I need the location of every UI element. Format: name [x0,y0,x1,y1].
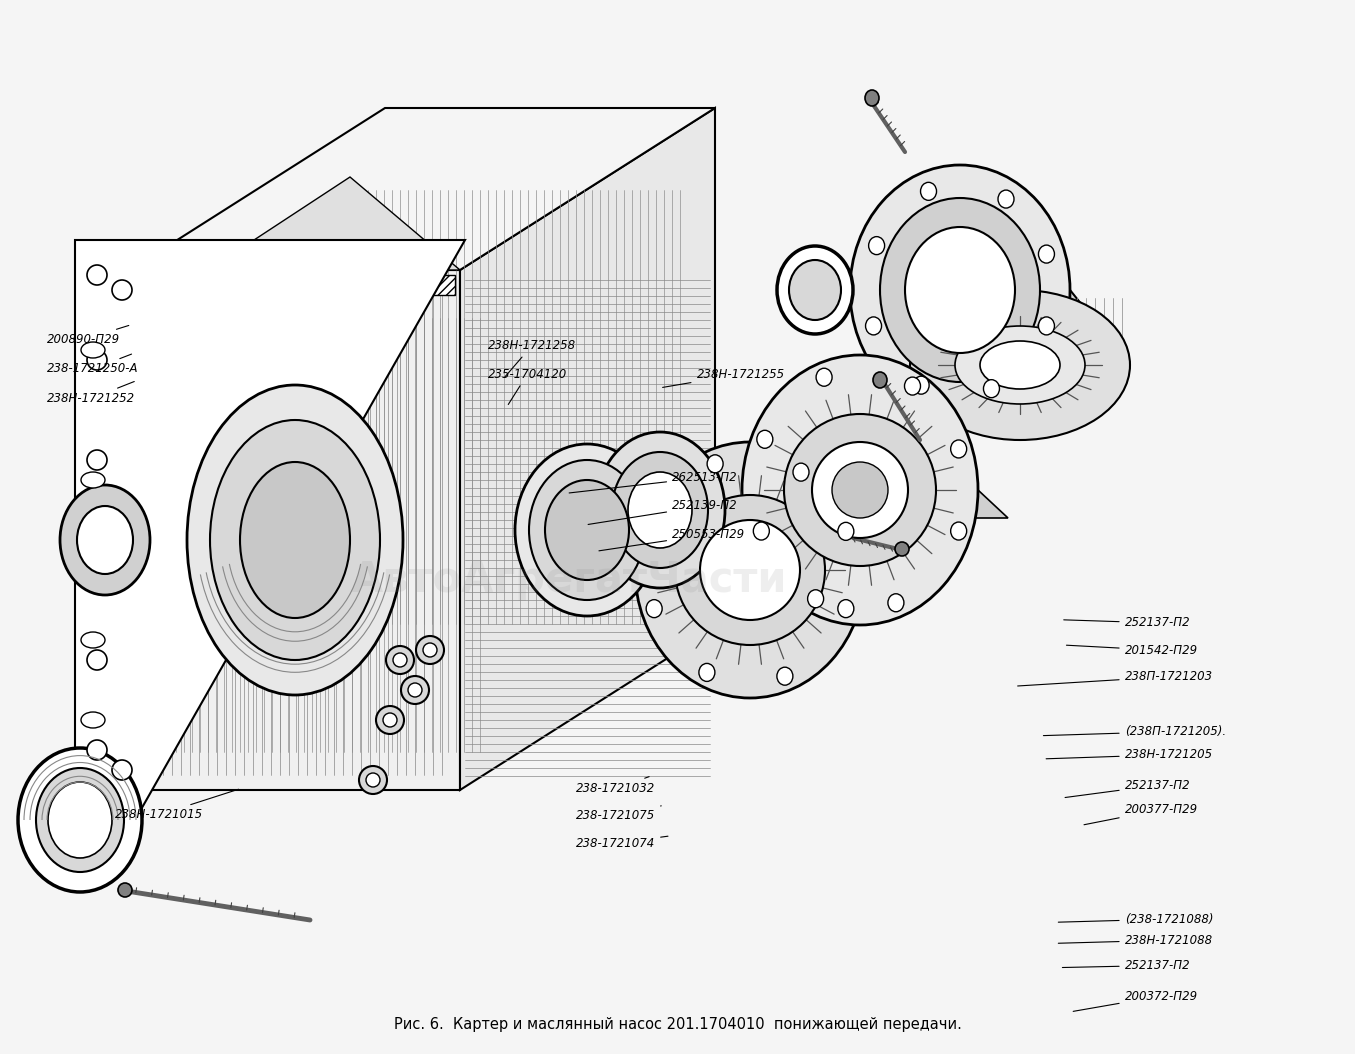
Polygon shape [743,490,1008,518]
Ellipse shape [515,444,659,616]
Ellipse shape [812,442,908,538]
Ellipse shape [920,182,936,200]
Ellipse shape [87,740,107,760]
Ellipse shape [37,768,125,872]
Ellipse shape [675,495,825,645]
Polygon shape [360,172,690,632]
Ellipse shape [699,663,715,682]
Ellipse shape [87,775,107,795]
Ellipse shape [77,506,133,574]
Ellipse shape [81,713,104,728]
Ellipse shape [81,632,104,648]
Polygon shape [459,108,715,791]
Ellipse shape [595,432,725,588]
Ellipse shape [905,377,920,395]
Polygon shape [491,182,690,750]
Ellipse shape [81,472,104,488]
Ellipse shape [701,520,799,620]
Ellipse shape [913,376,930,394]
Polygon shape [160,172,690,310]
Text: 238Н-1721255: 238Н-1721255 [663,368,785,388]
Ellipse shape [873,372,888,388]
Polygon shape [130,108,715,270]
Ellipse shape [832,462,888,518]
Ellipse shape [635,442,864,698]
Ellipse shape [60,485,150,596]
Polygon shape [850,290,1130,365]
Ellipse shape [528,460,645,600]
Ellipse shape [816,368,832,386]
Ellipse shape [47,782,112,858]
Text: 238Н-1721205: 238Н-1721205 [1046,748,1213,761]
Ellipse shape [955,326,1085,404]
Text: 250553-П29: 250553-П29 [599,528,745,551]
Polygon shape [130,270,459,790]
Ellipse shape [81,341,104,358]
Ellipse shape [416,636,444,664]
Text: 238Н-1721258: 238Н-1721258 [488,339,576,377]
Text: 235-1704120: 235-1704120 [488,368,566,405]
Ellipse shape [87,265,107,285]
Text: 252139-П2: 252139-П2 [588,500,737,525]
Text: 238Н-1721015: 238Н-1721015 [115,789,238,821]
Ellipse shape [545,480,629,580]
Ellipse shape [401,676,430,704]
Text: 252137-П2: 252137-П2 [1064,617,1190,629]
Ellipse shape [612,452,709,568]
Ellipse shape [837,600,854,618]
Ellipse shape [888,593,904,611]
Ellipse shape [383,713,397,727]
Ellipse shape [785,414,936,566]
Ellipse shape [87,350,107,370]
Ellipse shape [984,379,1000,397]
Text: 252137-П2: 252137-П2 [1062,959,1190,972]
Ellipse shape [951,522,966,540]
Ellipse shape [980,341,1060,389]
Text: 201542-П29: 201542-П29 [1066,644,1198,657]
Text: 238П-1721203: 238П-1721203 [1018,670,1213,686]
Ellipse shape [118,883,131,897]
Polygon shape [136,275,455,295]
Polygon shape [130,177,459,305]
Text: 238-1721250-А: 238-1721250-А [47,354,140,375]
Text: (238-1721088): (238-1721088) [1058,913,1213,925]
Ellipse shape [240,462,350,618]
Ellipse shape [864,90,879,106]
Ellipse shape [112,280,131,300]
Ellipse shape [375,706,404,734]
Text: 238-1721074: 238-1721074 [576,836,668,850]
Ellipse shape [776,246,854,334]
Text: 238Н-1721252: 238Н-1721252 [47,382,136,405]
Ellipse shape [359,766,388,794]
Ellipse shape [905,227,1015,353]
Ellipse shape [87,650,107,670]
Text: 262513-П2: 262513-П2 [569,471,737,493]
Text: 200372-П29: 200372-П29 [1073,990,1198,1012]
Ellipse shape [187,385,402,695]
Text: АвтоАгрегатЧасти: АвтоАгрегатЧасти [351,559,787,601]
Ellipse shape [793,463,809,481]
Ellipse shape [789,260,841,320]
Ellipse shape [850,165,1070,415]
Ellipse shape [866,317,882,335]
Text: (238П-1721205).: (238П-1721205). [1043,725,1226,738]
Polygon shape [75,240,465,820]
Text: 238-1721075: 238-1721075 [576,806,661,822]
Text: 200890-П29: 200890-П29 [47,326,129,346]
Ellipse shape [743,355,978,625]
Text: Рис. 6.  Картер и маслянный насос 201.1704010  понижающей передачи.: Рис. 6. Картер и маслянный насос 201.170… [393,1017,962,1032]
Polygon shape [160,300,491,760]
Ellipse shape [837,523,854,541]
Ellipse shape [646,600,663,618]
Ellipse shape [1038,317,1054,335]
Ellipse shape [627,472,692,548]
Ellipse shape [757,430,772,448]
Ellipse shape [951,440,966,457]
Ellipse shape [408,683,421,697]
Ellipse shape [869,237,885,255]
Text: 252137-П2: 252137-П2 [1065,779,1190,798]
Text: 200377-П29: 200377-П29 [1084,803,1198,824]
Ellipse shape [393,653,406,667]
Ellipse shape [808,590,824,608]
